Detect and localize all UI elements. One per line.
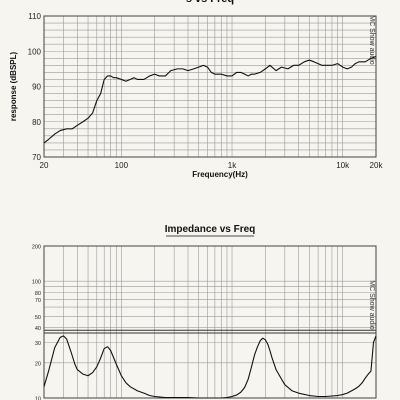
y-tick-label: 200 [32,245,41,251]
y-tick-label: 80 [35,291,41,297]
frequency-response-chart: s vs Freq 70 80 90 100 110 20 100 1k 10k 20k Freque… [9,0,383,179]
y-tick-label: 50 [35,315,41,321]
response-curve [43,56,377,144]
x-tick-label: 10k [336,161,350,170]
y-tick-label: 110 [28,12,41,21]
y-tick-label: 40 [35,326,41,332]
x-tick-label: 20k [370,161,384,170]
y-tick-label: 70 [32,153,41,162]
y-tick-label: 70 [35,298,41,304]
x-axis-label: Frequency(Hz) [192,170,248,179]
plot-frame [43,245,377,399]
y-tick-label: 100 [28,47,42,56]
y-axis-label: response (dBSPL) [9,51,18,121]
plot-frame [43,15,377,158]
watermark: MC Show audio [368,280,375,330]
y-tick-label: 90 [32,83,41,92]
impedance-curve [43,335,377,399]
x-tick-label: 20 [40,161,49,170]
y-tick-label: 20 [35,361,41,367]
chart-title: s vs Freq [186,0,234,5]
y-tick-label: 100 [32,280,41,286]
chart-title: Impedance vs Freq [165,224,256,235]
y-tick-label: 80 [32,118,41,127]
x-tick-label: 1k [228,161,237,170]
y-tick-label: 30 [35,341,41,347]
y-tick-label: 10 [35,397,41,400]
watermark: MC Show audio [368,15,375,65]
x-tick-label: 100 [115,161,129,170]
